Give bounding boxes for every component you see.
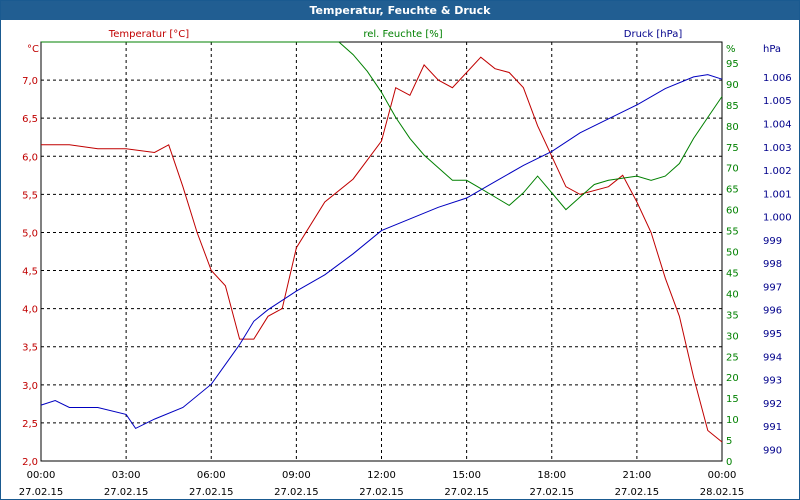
pressure-tick-label: 1.002 [763, 166, 792, 177]
humidity-tick-label: 80 [726, 122, 739, 133]
humidity-tick-label: 10 [726, 415, 739, 426]
pressure-tick-label: 991 [763, 422, 782, 433]
x-tick-date: 27.02.15 [19, 487, 64, 498]
humidity-tick-label: 95 [726, 59, 739, 70]
temperature-tick-label: 4,0 [22, 305, 38, 316]
pressure-tick-label: 992 [763, 399, 782, 410]
x-tick-time: 15:00 [452, 470, 481, 481]
plot-area-border [40, 41, 723, 462]
temperature-tick-label: 2,5 [22, 419, 38, 430]
humidity-tick-label: 40 [726, 289, 739, 300]
x-tick-date: 28.02.15 [700, 487, 745, 498]
humidity-axis-label: rel. Feuchte [%] [363, 29, 442, 40]
temperature-line [41, 56, 723, 443]
humidity-tick-label: 45 [726, 268, 739, 279]
humidity-tick-labels: 0 5 10 15 20 25 30 35 40 45 50 55 60 65 70 75 80 85 90 95 [726, 59, 739, 468]
temperature-tick-label: 5,0 [22, 228, 38, 239]
series-lines [40, 41, 723, 443]
x-tick-date: 27.02.15 [529, 487, 574, 498]
x-tick-time: 21:00 [622, 470, 651, 481]
x-tick-time: 06:00 [197, 470, 226, 481]
temperature-tick-labels: 2,0 2,5 3,0 3,5 4,0 4,5 5,0 5,5 6,0 6,5 7,0 [22, 76, 38, 468]
pressure-tick-label: 999 [763, 236, 782, 247]
chart-canvas: Temperatur [°C] rel. Feuchte [%] Druck [… [19, 29, 792, 498]
pressure-tick-label: 996 [763, 306, 782, 317]
humidity-tick-label: 20 [726, 373, 739, 384]
temperature-unit-label: °C [27, 44, 39, 55]
pressure-tick-label: 990 [763, 445, 782, 456]
temperature-tick-label: 3,0 [22, 381, 38, 392]
humidity-tick-label: 25 [726, 352, 739, 363]
temperature-tick-label: 2,0 [22, 457, 38, 468]
pressure-tick-label: 1.000 [763, 213, 792, 224]
temperature-tick-label: 4,5 [22, 267, 38, 278]
temperature-tick-label: 6,5 [22, 114, 38, 125]
humidity-tick-label: 90 [726, 80, 739, 91]
pressure-line [40, 74, 723, 430]
humidity-unit-label: % [726, 44, 736, 55]
pressure-tick-label: 1.005 [763, 96, 792, 107]
time-tick-labels: 00:00 27.02.15 03:00 27.02.15 06:00 27.02.15 0… [19, 470, 745, 498]
x-tick-time: 09:00 [282, 470, 311, 481]
x-tick-date: 27.02.15 [104, 487, 149, 498]
pressure-tick-label: 1.004 [763, 119, 792, 130]
humidity-tick-label: 75 [726, 143, 739, 154]
humidity-tick-label: 60 [726, 206, 739, 217]
temperature-tick-label: 6,0 [22, 152, 38, 163]
humidity-tick-label: 30 [726, 331, 739, 342]
humidity-tick-label: 35 [726, 310, 739, 321]
humidity-tick-label: 70 [726, 164, 739, 175]
x-tick-date: 27.02.15 [444, 487, 489, 498]
x-tick-time: 18:00 [537, 470, 566, 481]
humidity-tick-label: 85 [726, 101, 739, 112]
pressure-tick-label: 1.001 [763, 189, 792, 200]
window-title: Temperatur, Feuchte & Druck [1, 1, 799, 20]
temperature-tick-label: 5,5 [22, 190, 38, 201]
temperature-axis-label: Temperatur [°C] [108, 29, 189, 40]
pressure-tick-label: 997 [763, 282, 782, 293]
pressure-tick-label: 998 [763, 259, 782, 270]
x-tick-time: 12:00 [367, 470, 396, 481]
humidity-tick-label: 50 [726, 248, 739, 259]
pressure-axis-label: Druck [hPa] [624, 29, 683, 40]
pressure-tick-label: 1.003 [763, 143, 792, 154]
humidity-tick-label: 65 [726, 185, 739, 196]
humidity-tick-label: 15 [726, 394, 739, 405]
x-tick-date: 27.02.15 [359, 487, 404, 498]
x-tick-date: 27.02.15 [189, 487, 234, 498]
humidity-tick-label: 55 [726, 227, 739, 238]
pressure-tick-label: 994 [763, 352, 782, 363]
pressure-tick-label: 995 [763, 329, 782, 340]
x-tick-date: 27.02.15 [274, 487, 319, 498]
pressure-unit-label: hPa [763, 44, 781, 55]
x-tick-time: 00:00 [27, 470, 56, 481]
humidity-line [41, 41, 723, 211]
x-tick-time: 03:00 [112, 470, 141, 481]
grid-lines [41, 42, 722, 461]
temperature-tick-label: 7,0 [22, 76, 38, 87]
pressure-tick-label: 993 [763, 376, 782, 387]
pressure-tick-label: 1.006 [763, 73, 792, 84]
x-tick-time: 00:00 [708, 470, 737, 481]
x-tick-date: 27.02.15 [615, 487, 660, 498]
humidity-tick-label: 5 [726, 436, 732, 447]
pressure-tick-labels: 990 991 992 993 994 995 996 997 998 999 1.000 1.001… [763, 73, 792, 456]
humidity-tick-label: 0 [726, 457, 732, 468]
temperature-tick-label: 3,5 [22, 343, 38, 354]
